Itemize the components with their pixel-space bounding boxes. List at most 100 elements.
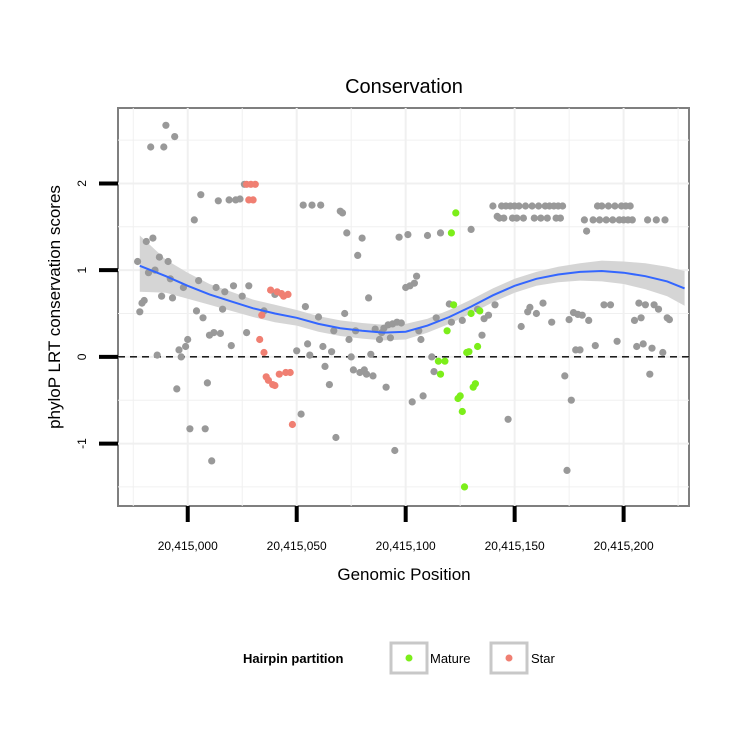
other-point xyxy=(598,202,606,210)
star-point xyxy=(288,420,296,429)
other-point xyxy=(212,283,220,292)
other-point xyxy=(646,370,654,378)
x-tick-label: 20,415,150 xyxy=(485,539,545,553)
star-point xyxy=(284,290,292,298)
other-point xyxy=(410,279,418,287)
other-point xyxy=(391,446,399,455)
other-point xyxy=(225,196,233,204)
other-point xyxy=(395,233,403,241)
legend-star-marker xyxy=(505,654,513,662)
other-point xyxy=(436,229,445,237)
star-point xyxy=(286,368,294,377)
x-tick-label: 20,415,100 xyxy=(376,539,436,553)
other-point xyxy=(467,225,475,233)
other-point xyxy=(362,370,371,378)
other-point xyxy=(227,342,235,350)
other-point xyxy=(153,351,161,359)
mature-point xyxy=(452,209,460,217)
other-point xyxy=(559,202,567,210)
other-point xyxy=(648,344,656,352)
legend: Hairpin partition Mature Star xyxy=(243,641,556,675)
legend-label-star: Star xyxy=(531,651,556,666)
other-point xyxy=(142,237,150,246)
other-point xyxy=(543,214,551,222)
other-point xyxy=(195,277,203,285)
other-point xyxy=(583,227,591,235)
other-point xyxy=(301,303,309,311)
other-point xyxy=(330,327,338,335)
other-point xyxy=(535,202,543,210)
other-point xyxy=(539,299,547,307)
other-point xyxy=(136,308,144,316)
other-point xyxy=(576,346,584,354)
smooth-line xyxy=(139,264,685,334)
other-point xyxy=(293,347,301,355)
other-point xyxy=(347,353,355,361)
other-point xyxy=(319,342,327,351)
other-point xyxy=(639,340,647,348)
other-point xyxy=(328,348,336,356)
y-tick-label: 1 xyxy=(75,266,89,273)
other-point xyxy=(184,335,192,344)
other-point xyxy=(428,353,436,361)
other-point xyxy=(532,309,541,318)
other-point xyxy=(423,231,432,240)
other-point xyxy=(365,294,373,302)
other-point xyxy=(413,272,421,280)
star-point xyxy=(267,286,275,294)
other-point xyxy=(600,301,608,309)
other-point xyxy=(173,385,181,393)
other-point xyxy=(221,288,229,296)
other-point xyxy=(602,216,610,224)
mature-point xyxy=(467,309,475,318)
other-point xyxy=(238,292,246,300)
other-point xyxy=(500,214,508,222)
other-point xyxy=(665,316,674,324)
other-point xyxy=(216,329,224,337)
other-point xyxy=(155,253,163,261)
other-point xyxy=(160,143,168,151)
other-point xyxy=(236,195,244,203)
other-point xyxy=(408,398,416,406)
other-point xyxy=(208,457,216,465)
other-point xyxy=(299,201,307,209)
other-point xyxy=(245,282,253,290)
x-axis-title: Genomic Position xyxy=(337,565,470,584)
other-point xyxy=(580,216,589,224)
other-point xyxy=(210,329,218,337)
other-point xyxy=(491,301,499,309)
mature-point xyxy=(458,407,466,416)
other-point xyxy=(147,143,155,151)
other-point xyxy=(332,433,340,442)
plot-panel xyxy=(117,107,690,507)
other-point xyxy=(219,305,227,313)
x-axis: 20,415,000 20,415,050 20,415,100 20,415,150… xyxy=(158,506,654,553)
other-point xyxy=(229,282,238,290)
other-point xyxy=(308,201,316,209)
other-point xyxy=(190,216,198,224)
other-point xyxy=(162,121,170,129)
other-point xyxy=(489,202,497,210)
other-point xyxy=(182,342,190,351)
mature-point xyxy=(436,370,445,378)
star-point xyxy=(260,348,268,357)
other-point xyxy=(530,214,538,222)
other-point xyxy=(484,311,493,319)
other-point xyxy=(563,466,571,474)
other-point xyxy=(214,197,222,205)
other-point xyxy=(341,309,349,318)
mature-point xyxy=(465,348,473,356)
mature-point xyxy=(441,357,449,365)
chart-title: Conservation xyxy=(345,76,463,98)
other-point xyxy=(134,257,142,266)
other-point xyxy=(504,415,512,423)
smooth-fit-line xyxy=(139,264,685,334)
other-point xyxy=(561,372,569,380)
other-point xyxy=(199,314,207,322)
other-point xyxy=(358,234,366,242)
mature-point xyxy=(456,392,464,400)
other-point xyxy=(526,303,534,311)
other-point xyxy=(589,216,597,224)
y-tick-label: 0 xyxy=(75,353,89,360)
data-points xyxy=(134,121,674,491)
